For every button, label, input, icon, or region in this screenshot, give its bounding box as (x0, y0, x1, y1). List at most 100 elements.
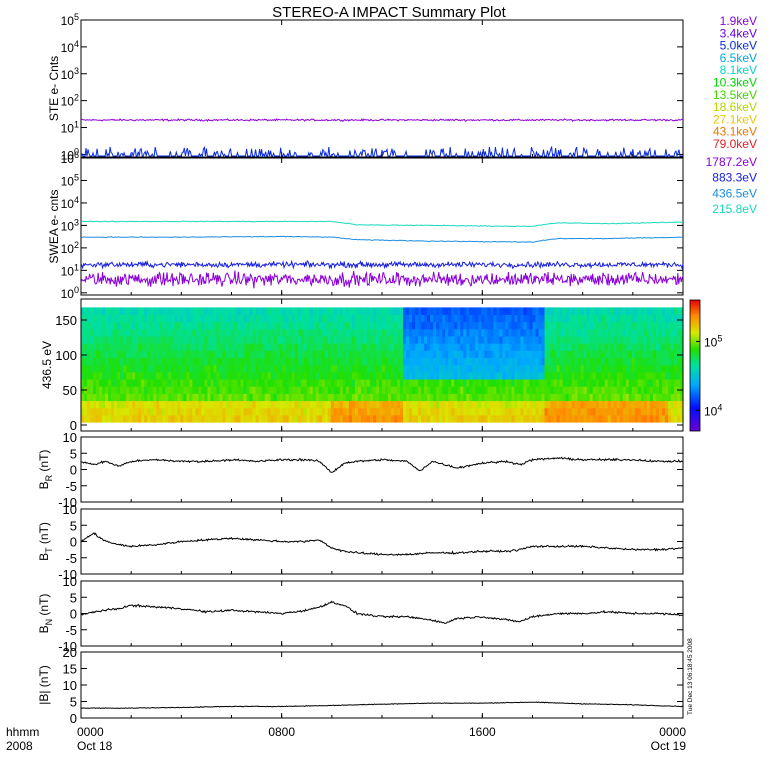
ste-series-5.0keV (80, 145, 683, 158)
pad-cell (150, 328, 154, 337)
pad-cell (309, 393, 314, 402)
pad-cell (153, 371, 157, 380)
pad-cell (165, 343, 169, 351)
pad-cell (186, 393, 190, 402)
pad-cell (204, 400, 208, 409)
pad-cell (616, 314, 621, 323)
pad-cell (297, 393, 302, 402)
pad-cell (592, 386, 597, 394)
pad-cell (469, 400, 473, 409)
pad-cell (198, 328, 202, 337)
pad-cell (207, 350, 211, 359)
pad-cell (535, 371, 539, 380)
pad-cell (264, 371, 269, 380)
pad-cell (415, 386, 419, 394)
pad-cell (309, 350, 314, 359)
pad-cell (637, 357, 642, 366)
pad-cell (198, 364, 202, 373)
pad-cell (357, 357, 362, 366)
pad-cell (646, 379, 651, 387)
pad-cell (589, 357, 594, 366)
pad-cell (105, 400, 109, 409)
pad-cell (394, 400, 398, 409)
pad-cell (252, 407, 256, 416)
pad-cell (357, 400, 362, 409)
pad-cell (517, 371, 521, 380)
pad-cell (102, 379, 106, 387)
pad-cell (526, 336, 530, 344)
pad-cell (436, 400, 440, 409)
pad-cell (204, 357, 208, 366)
pad-cell (583, 364, 588, 373)
pad-cell (424, 321, 428, 330)
pad-cell (673, 415, 678, 423)
pad-cell (556, 307, 560, 315)
pad-cell (201, 415, 205, 423)
pad-cell (93, 371, 97, 380)
pad-cell (261, 343, 266, 351)
pad-cell (571, 379, 576, 387)
pad-cell (213, 386, 217, 394)
pad-cell (616, 379, 621, 387)
pad-cell (231, 314, 235, 323)
pad-cell (141, 321, 145, 330)
pad-cell (231, 321, 235, 330)
pad-cell (99, 407, 103, 416)
pad-cell (156, 386, 160, 394)
pad-cell (222, 371, 226, 380)
pad-cell (403, 379, 407, 387)
pad-cell (616, 400, 621, 409)
pad-cell (363, 407, 368, 416)
pad-cell (357, 321, 362, 330)
pad-cell (424, 328, 428, 337)
pad-cell (237, 371, 241, 380)
pad-cell (601, 350, 606, 359)
pad-cell (463, 314, 467, 323)
pad-cell (565, 328, 570, 337)
pad-cell (445, 307, 449, 315)
pad-cell (505, 400, 509, 409)
pad-cell (372, 314, 377, 323)
pad-cell (351, 343, 356, 351)
pad-cell (324, 336, 329, 344)
pad-cell (213, 343, 217, 351)
pad-cell (478, 415, 482, 423)
pad-cell (189, 307, 193, 315)
pad-cell (144, 307, 148, 315)
pad-cell (469, 393, 473, 402)
pad-cell (150, 314, 154, 323)
pad-cell (177, 364, 181, 373)
pad-cell (186, 364, 190, 373)
pad-cell (475, 415, 479, 423)
pad-cell (126, 307, 130, 315)
pad-cell (189, 350, 193, 359)
pad-cell (637, 314, 642, 323)
pad-cell (171, 379, 175, 387)
swea-ytick-label: 103 (61, 217, 79, 233)
pad-cell (622, 350, 627, 359)
pad-cell (484, 415, 488, 423)
pad-cell (433, 371, 437, 380)
pad-cell (345, 386, 350, 394)
pad-cell (550, 314, 554, 323)
pad-cell (120, 415, 124, 423)
pad-cell (553, 415, 557, 423)
ste-legend-item: 8.1keV (720, 63, 757, 77)
pad-cell (219, 364, 223, 373)
ste-ytick-label: 105 (61, 12, 79, 28)
pad-cell (303, 393, 308, 402)
pad-cell (90, 328, 94, 337)
pad-cell (261, 386, 266, 394)
pad-cell (207, 343, 211, 351)
pad-cell (628, 307, 633, 315)
pad-cell (382, 415, 386, 423)
pad-cell (538, 371, 542, 380)
pad-cell (496, 400, 500, 409)
pad-cell (243, 336, 247, 344)
pad-cell (649, 343, 654, 351)
pad-cell (126, 357, 130, 366)
pad-cell (291, 379, 296, 387)
pad-cell (183, 393, 187, 402)
pad-cell (574, 350, 579, 359)
pad-cell (613, 314, 618, 323)
